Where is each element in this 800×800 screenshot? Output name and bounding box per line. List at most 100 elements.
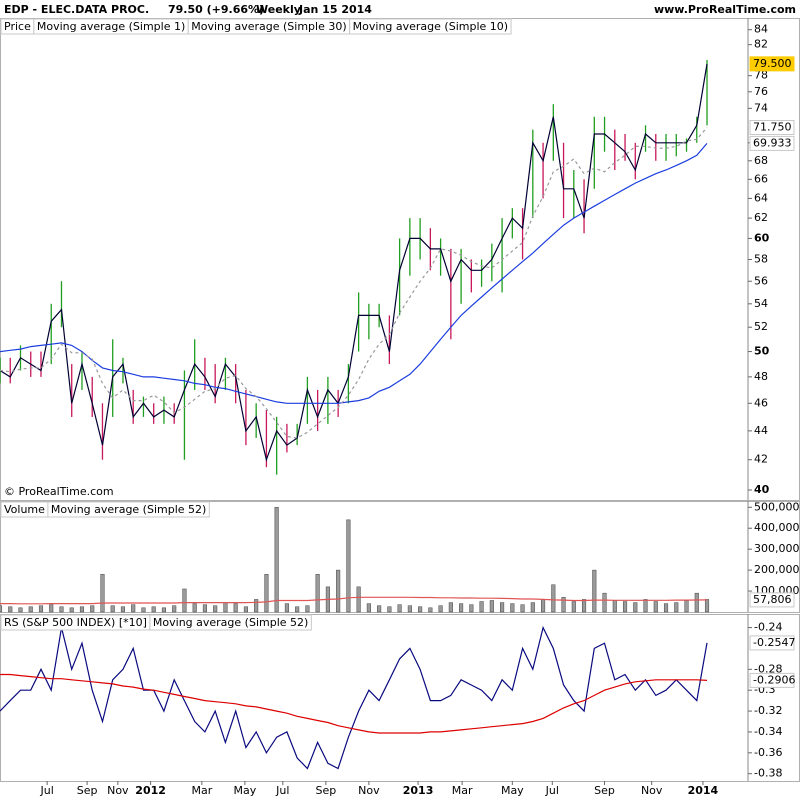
volume-bar xyxy=(366,603,371,613)
x-tick-label: Nov xyxy=(358,784,380,797)
symbol: EDP - ELEC.DATA PROC. xyxy=(4,3,149,16)
volume-bar xyxy=(407,605,412,613)
legend-box xyxy=(149,614,312,631)
panel-frame xyxy=(0,501,800,613)
y-tick-label: 200,000 xyxy=(754,563,800,576)
legend-entry: Moving average (Simple 52) xyxy=(51,503,206,516)
volume-bar xyxy=(213,605,218,613)
volume-bar xyxy=(459,603,464,613)
y-tick-label: 78 xyxy=(754,69,768,82)
volume-bar xyxy=(438,605,443,613)
volume-bar xyxy=(69,607,74,613)
volume-bar xyxy=(346,519,351,613)
x-tick-label: Jul xyxy=(39,784,53,797)
volume-bar xyxy=(305,605,310,613)
volume-bar xyxy=(8,606,13,613)
x-tick-label: Jul xyxy=(545,784,559,797)
x-tick-label: Sep xyxy=(77,784,98,797)
volume-bar xyxy=(643,599,648,613)
last-value-box xyxy=(749,56,795,72)
site-link: www.ProRealTime.com xyxy=(654,3,796,16)
series-line xyxy=(0,673,708,734)
last-value-label: 79.500 xyxy=(753,57,792,70)
y-tick-label: 64 xyxy=(754,191,768,204)
last-value-label: 57,806 xyxy=(753,593,792,606)
volume-bar xyxy=(704,599,710,613)
volume-bar xyxy=(500,602,505,613)
copyright: © ProRealTime.com xyxy=(4,485,114,498)
legend-entry: RS (S&P 500 INDEX) [*10] xyxy=(4,616,147,629)
last-value-box xyxy=(749,135,795,151)
volume-bar xyxy=(622,601,628,613)
volume-bar xyxy=(110,605,115,613)
x-tick-label: 2014 xyxy=(688,784,719,797)
x-tick-label: Sep xyxy=(315,784,336,797)
legend-entry: Moving average (Simple 30) xyxy=(191,20,346,33)
y-tick-label: 76 xyxy=(754,85,768,98)
volume-bar xyxy=(264,574,269,613)
last-value-box xyxy=(749,635,795,651)
volume-bar xyxy=(520,604,525,613)
volume-bar xyxy=(18,607,23,613)
x-tick-label: Sep xyxy=(594,784,615,797)
volume-bar xyxy=(489,600,494,613)
volume-bar xyxy=(428,607,433,613)
volume-bar xyxy=(223,602,228,613)
series-line xyxy=(0,596,708,605)
volume-bar xyxy=(233,603,238,613)
volume-bar xyxy=(141,607,146,613)
y-tick-label: 84 xyxy=(754,23,768,36)
volume-bar xyxy=(28,606,33,613)
volume-bar xyxy=(377,605,382,613)
y-tick-label: 58 xyxy=(754,252,768,265)
legend-entry: Moving average (Simple 10) xyxy=(353,20,508,33)
series-line xyxy=(0,127,708,439)
y-tick-label: 52 xyxy=(754,320,768,333)
y-tick-label: -0.36 xyxy=(754,746,782,759)
x-tick-label: May xyxy=(501,784,524,797)
x-tick-label: May xyxy=(234,784,257,797)
y-tick-label: 60 xyxy=(754,231,770,244)
header-bar xyxy=(0,0,800,18)
y-tick-label: 66 xyxy=(754,172,768,185)
y-tick-label: 42 xyxy=(754,453,768,466)
volume-bar xyxy=(192,603,197,613)
volume-bar xyxy=(356,586,361,613)
legend-box xyxy=(349,18,512,35)
volume-bar xyxy=(151,606,156,613)
volume-bar xyxy=(284,603,289,613)
volume-bar xyxy=(479,601,484,613)
legend-box xyxy=(47,501,210,518)
volume-bar xyxy=(653,601,658,613)
panel-frame xyxy=(0,614,800,782)
volume-bar xyxy=(469,604,474,613)
volume-bar xyxy=(530,602,535,613)
volume-bar xyxy=(397,604,402,613)
volume-bar xyxy=(254,599,259,613)
volume-bar xyxy=(79,606,85,613)
legend-entry: Moving average (Simple 1) xyxy=(37,20,185,33)
volume-bar xyxy=(387,606,392,613)
y-tick-label: 300,000 xyxy=(754,542,800,555)
volume-bar xyxy=(202,604,207,613)
volume-bar xyxy=(131,604,136,613)
volume-bar xyxy=(551,584,556,613)
volume-bar xyxy=(295,606,300,613)
volume-bar xyxy=(49,604,54,613)
last-value-box xyxy=(749,672,795,688)
y-tick-label: 54 xyxy=(754,297,768,310)
y-tick-label: 68 xyxy=(754,154,768,167)
volume-bar xyxy=(274,507,279,613)
volume-bar xyxy=(59,606,64,613)
last-value-label: -0.2547 xyxy=(753,636,795,649)
y-tick-label: 56 xyxy=(754,274,768,287)
last-value-label: 69.933 xyxy=(753,136,792,149)
volume-bar xyxy=(633,602,638,613)
y-tick-label: -0.32 xyxy=(754,704,782,717)
volume-bar xyxy=(612,600,617,613)
volume-bar xyxy=(100,574,105,613)
volume-bar xyxy=(582,599,587,613)
x-tick-label: Mar xyxy=(191,784,212,797)
